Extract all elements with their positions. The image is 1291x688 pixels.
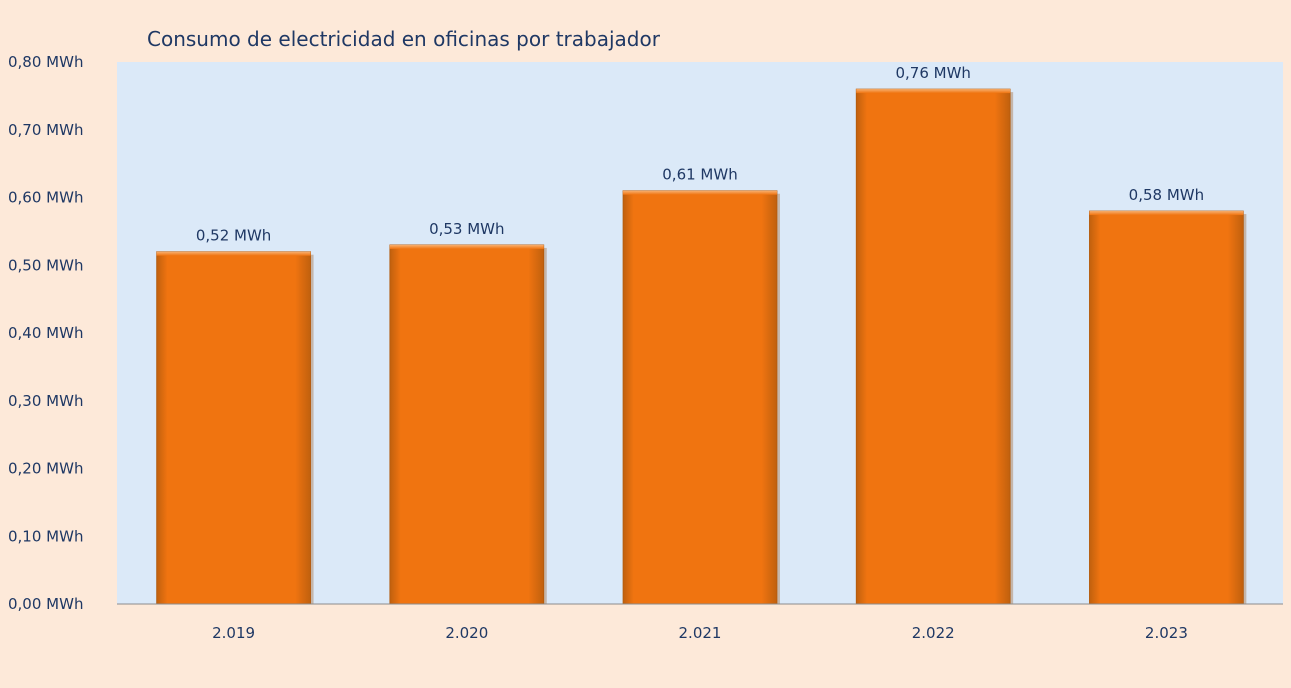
- bar-group: 0,52 MWh: [156, 227, 314, 605]
- bar: [855, 88, 1011, 605]
- data-label: 0,53 MWh: [429, 220, 504, 238]
- bar-bevel: [856, 89, 1011, 94]
- x-tick-label: 2.021: [679, 624, 722, 642]
- y-tick-label: 0,80 MWh: [8, 53, 83, 71]
- y-tick-label: 0,10 MWh: [8, 527, 83, 545]
- bar: [1089, 210, 1244, 605]
- bar-group: 0,76 MWh: [855, 64, 1014, 605]
- x-tick-label: 2.023: [1145, 624, 1188, 642]
- bar-bevel: [389, 244, 544, 249]
- x-axis: 2.019 2.020 2.021 2.022 2.023: [212, 624, 1188, 642]
- data-label: 0,58 MWh: [1129, 186, 1204, 204]
- bar-group: 0,61 MWh: [622, 166, 780, 605]
- bar-series: 0,52 MWh 0,53 MWh 0,61 MWh 0,76 MWh 0,58 MWh: [156, 64, 1247, 605]
- data-label: 0,76 MWh: [895, 64, 970, 82]
- y-axis: 0,00 MWh 0,10 MWh 0,20 MWh 0,30 MWh 0,40 MWh…: [8, 53, 83, 613]
- y-tick-label: 0,30 MWh: [8, 392, 83, 410]
- data-label: 0,61 MWh: [662, 166, 737, 184]
- y-tick-label: 0,00 MWh: [8, 595, 83, 613]
- bar: [389, 244, 545, 605]
- bar-group: 0,53 MWh: [389, 220, 547, 605]
- x-tick-label: 2.019: [212, 624, 255, 642]
- y-tick-label: 0,40 MWh: [8, 324, 83, 342]
- bar: [156, 251, 311, 605]
- y-tick-label: 0,70 MWh: [8, 121, 83, 139]
- y-tick-label: 0,60 MWh: [8, 189, 83, 207]
- bar-group: 0,58 MWh: [1089, 186, 1247, 605]
- x-tick-label: 2.020: [445, 624, 488, 642]
- y-tick-label: 0,50 MWh: [8, 256, 83, 274]
- y-tick-label: 0,20 MWh: [8, 460, 83, 478]
- bar-bevel: [1089, 211, 1244, 216]
- data-label: 0,52 MWh: [196, 227, 271, 245]
- bar-bevel: [156, 251, 311, 256]
- bar: [622, 190, 778, 605]
- chart-title: Consumo de electricidad en oficinas por …: [147, 27, 661, 51]
- x-tick-label: 2.022: [912, 624, 955, 642]
- bar-bevel: [623, 190, 777, 195]
